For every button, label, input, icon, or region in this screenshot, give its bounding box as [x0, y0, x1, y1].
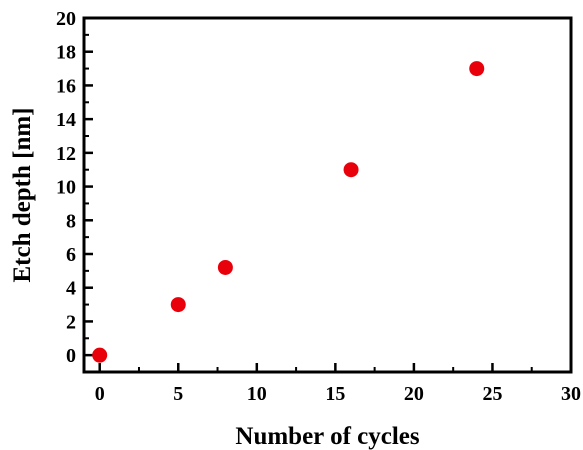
y-tick-label: 4 — [66, 278, 76, 300]
data-point — [469, 61, 485, 77]
x-axis-title: Number of cycles — [235, 423, 419, 450]
y-tick-label: 6 — [66, 244, 76, 266]
y-tick-label: 16 — [56, 75, 76, 97]
y-axis-title: Etch depth [nm] — [9, 107, 36, 282]
x-tick-label: 5 — [173, 383, 183, 405]
y-tick-label: 10 — [56, 177, 76, 199]
ticks-layer — [84, 16, 573, 372]
y-tick-label: 18 — [56, 42, 76, 64]
x-tick-label: 25 — [482, 383, 502, 405]
x-tick-label: 30 — [561, 383, 581, 405]
x-tick-label: 10 — [247, 383, 267, 405]
data-point — [343, 162, 359, 178]
tick-labels-layer: 0 5 10 15 20 25 30 0 2 4 6 8 10 12 14 16 18 20 — [56, 8, 581, 405]
y-tick-label: 20 — [56, 8, 76, 30]
plot-frame — [82, 16, 573, 374]
x-tick-label: 20 — [404, 383, 424, 405]
y-tick-label: 8 — [66, 210, 76, 232]
data-point — [92, 347, 108, 363]
y-tick-label: 12 — [56, 143, 76, 165]
points-layer — [92, 61, 485, 363]
y-tick-label: 0 — [66, 345, 76, 367]
data-point — [217, 259, 233, 275]
y-tick-label: 2 — [66, 311, 76, 333]
y-tick-label: 14 — [56, 109, 76, 131]
data-point — [170, 297, 186, 313]
x-tick-label: 15 — [325, 383, 345, 405]
x-tick-label: 0 — [95, 383, 105, 405]
